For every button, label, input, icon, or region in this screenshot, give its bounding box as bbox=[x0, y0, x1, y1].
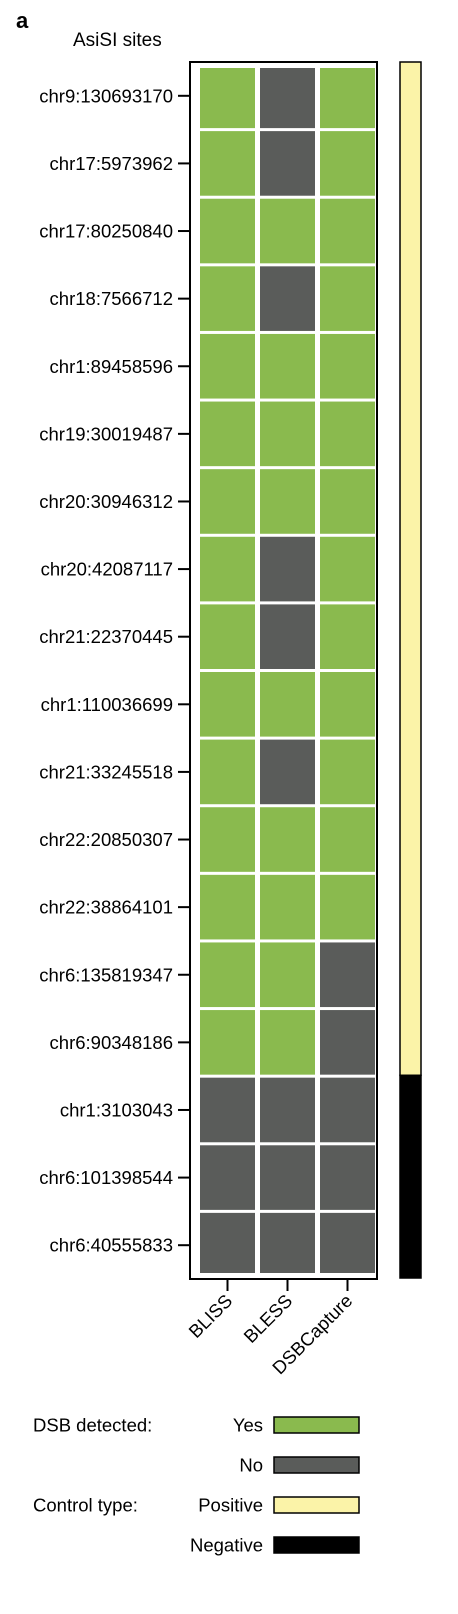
column-label: BLISS bbox=[184, 1290, 236, 1342]
cell-chr6-90348186-bliss bbox=[200, 1010, 255, 1075]
control-segment-positive bbox=[399, 61, 422, 1077]
cell-chr1-110036699-bless bbox=[260, 672, 315, 737]
row-label: chr1:110036699 bbox=[41, 694, 173, 715]
cell-chr1-3103043-bliss bbox=[200, 1077, 255, 1143]
cell-chr22-20850307-bliss bbox=[200, 807, 255, 872]
cell-chr19-30019487-bless bbox=[260, 401, 315, 467]
cell-chr20-30946312-bliss bbox=[200, 469, 255, 534]
cell-chr6-40555833-dsbcapture bbox=[320, 1212, 375, 1273]
legend-swatch-no bbox=[273, 1456, 360, 1474]
row-label: chr6:135819347 bbox=[39, 964, 173, 985]
cell-chr1-3103043-dsbcapture bbox=[320, 1077, 375, 1143]
cell-chr22-38864101-bless bbox=[260, 874, 315, 940]
cell-chr21-22370445-bliss bbox=[200, 604, 255, 669]
panel-letter: a bbox=[16, 8, 29, 33]
row-label: chr18:7566712 bbox=[50, 288, 173, 309]
cell-chr21-22370445-dsbcapture bbox=[320, 604, 375, 669]
cell-chr22-20850307-dsbcapture bbox=[320, 807, 375, 872]
legend-swatch-positive bbox=[273, 1496, 360, 1514]
cell-chr22-20850307-bless bbox=[260, 807, 315, 872]
cell-chr17-5973962-bliss bbox=[200, 131, 255, 196]
heatmap-frame bbox=[189, 61, 378, 1280]
row-label: chr17:5973962 bbox=[50, 153, 173, 174]
row-label: chr1:89458596 bbox=[50, 356, 173, 377]
cell-chr20-30946312-bless bbox=[260, 469, 315, 534]
cell-chr20-30946312-dsbcapture bbox=[320, 469, 375, 534]
row-label: chr6:90348186 bbox=[50, 1032, 173, 1053]
cell-chr22-38864101-dsbcapture bbox=[320, 874, 375, 940]
cell-chr17-80250840-bless bbox=[260, 198, 315, 264]
cell-chr6-101398544-dsbcapture bbox=[320, 1145, 375, 1210]
cell-chr6-101398544-bless bbox=[260, 1145, 315, 1210]
row-label: chr21:22370445 bbox=[39, 626, 173, 647]
cell-chr6-135819347-dsbcapture bbox=[320, 942, 375, 1008]
cell-chr1-3103043-bless bbox=[260, 1077, 315, 1143]
cell-chr6-90348186-dsbcapture bbox=[320, 1010, 375, 1075]
row-label: chr17:80250840 bbox=[39, 221, 173, 242]
cell-chr6-135819347-bliss bbox=[200, 942, 255, 1008]
cell-chr20-42087117-dsbcapture bbox=[320, 536, 375, 602]
cell-chr6-135819347-bless bbox=[260, 942, 315, 1008]
cell-chr18-7566712-dsbcapture bbox=[320, 266, 375, 331]
cell-chr17-80250840-dsbcapture bbox=[320, 198, 375, 264]
legend-title-control: Control type: bbox=[33, 1495, 138, 1516]
cell-chr22-38864101-bliss bbox=[200, 874, 255, 940]
row-label: chr22:20850307 bbox=[39, 829, 173, 850]
row-label: chr6:101398544 bbox=[39, 1167, 173, 1188]
cell-chr1-110036699-dsbcapture bbox=[320, 672, 375, 737]
legend-label-negative: Negative bbox=[190, 1535, 263, 1556]
legend-title-dsb: DSB detected: bbox=[33, 1415, 152, 1436]
legend-swatch-negative bbox=[273, 1536, 360, 1554]
cell-chr18-7566712-bless bbox=[260, 266, 315, 331]
cell-chr1-110036699-bliss bbox=[200, 672, 255, 737]
cell-chr17-5973962-dsbcapture bbox=[320, 131, 375, 196]
legend-label-positive: Positive bbox=[198, 1495, 263, 1516]
legend: DSB detected: Yes No Control type: Positive N… bbox=[33, 1415, 360, 1556]
cell-chr6-40555833-bless bbox=[260, 1212, 315, 1273]
cell-chr21-33245518-bless bbox=[260, 739, 315, 805]
cell-chr1-89458596-dsbcapture bbox=[320, 333, 375, 399]
legend-label-no: No bbox=[239, 1455, 263, 1476]
cell-chr17-5973962-bless bbox=[260, 131, 315, 196]
row-label: chr19:30019487 bbox=[39, 423, 173, 444]
cell-chr21-22370445-bless bbox=[260, 604, 315, 669]
chart-title: AsiSI sites bbox=[73, 30, 162, 51]
cell-chr19-30019487-dsbcapture bbox=[320, 401, 375, 467]
cell-chr18-7566712-bliss bbox=[200, 266, 255, 331]
cell-chr20-42087117-bliss bbox=[200, 536, 255, 602]
cell-chr9-130693170-dsbcapture bbox=[320, 68, 375, 129]
row-label: chr21:33245518 bbox=[39, 761, 173, 782]
cell-chr9-130693170-bliss bbox=[200, 68, 255, 129]
cell-chr21-33245518-bliss bbox=[200, 739, 255, 805]
row-label: chr1:3103043 bbox=[60, 1099, 173, 1120]
control-type-bar bbox=[399, 61, 422, 1279]
cell-chr21-33245518-dsbcapture bbox=[320, 739, 375, 805]
legend-label-yes: Yes bbox=[233, 1415, 263, 1436]
cell-chr6-40555833-bliss bbox=[200, 1212, 255, 1273]
row-label: chr22:38864101 bbox=[39, 897, 173, 918]
legend-swatch-yes bbox=[273, 1416, 360, 1434]
row-labels: chr9:130693170 chr17:5973962 chr17:8025084… bbox=[39, 85, 190, 1256]
row-label: chr6:40555833 bbox=[50, 1235, 173, 1256]
control-segment-negative bbox=[399, 1074, 422, 1279]
row-label: chr9:130693170 bbox=[39, 85, 173, 106]
column-label: BLESS bbox=[239, 1290, 296, 1347]
cell-chr20-42087117-bless bbox=[260, 536, 315, 602]
cell-chr1-89458596-bless bbox=[260, 333, 315, 399]
cell-chr6-90348186-bless bbox=[260, 1010, 315, 1075]
cell-chr6-101398544-bliss bbox=[200, 1145, 255, 1210]
cell-chr19-30019487-bliss bbox=[200, 401, 255, 467]
row-label: chr20:42087117 bbox=[41, 559, 173, 580]
row-label: chr20:30946312 bbox=[39, 491, 173, 512]
cell-chr1-89458596-bliss bbox=[200, 333, 255, 399]
cell-chr17-80250840-bliss bbox=[200, 198, 255, 264]
cell-chr9-130693170-bless bbox=[260, 68, 315, 129]
heatmap-cells bbox=[189, 61, 378, 1280]
